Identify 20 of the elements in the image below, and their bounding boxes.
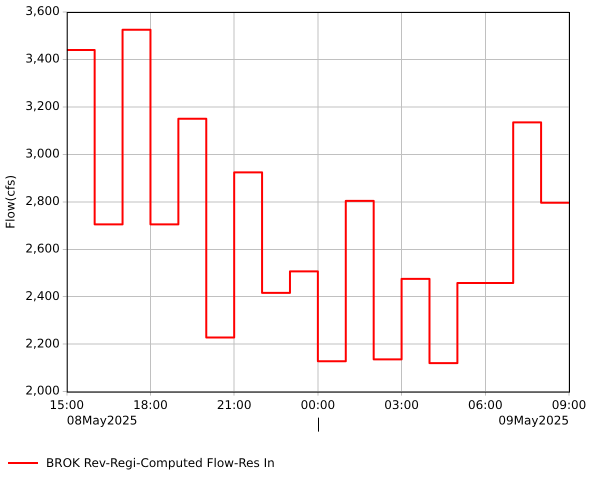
y-tick-label: 3,000 [25, 146, 60, 160]
y-tick-label: 2,600 [25, 241, 60, 256]
legend-label: BROK Rev-Regi-Computed Flow-Res In [46, 456, 275, 470]
y-tick-label: 3,600 [25, 4, 60, 18]
text: 08May2025 [66, 414, 138, 428]
x-tick-label: 21:00 [216, 398, 252, 412]
y-tick-label: 2,800 [25, 194, 60, 208]
y-axis-title: Flow(cfs) [3, 174, 18, 229]
x-tick-label: 09:00 [552, 398, 586, 412]
x-tick-label: 03:00 [384, 398, 419, 412]
x-tick-label: 18:00 [133, 398, 168, 412]
x-tick-label: 15:00 [49, 398, 84, 412]
y-tick-label: 2,000 [25, 384, 60, 398]
y-tick-label: 3,400 [25, 52, 60, 66]
text: 09May2025 [498, 414, 569, 428]
x-tick-label: 06:00 [468, 398, 503, 412]
y-tick-label: 2,400 [25, 288, 60, 303]
x-tick-label: 00:00 [300, 398, 336, 412]
y-tick-label: 2,200 [25, 336, 60, 350]
y-tick-label: 3,200 [25, 99, 60, 114]
